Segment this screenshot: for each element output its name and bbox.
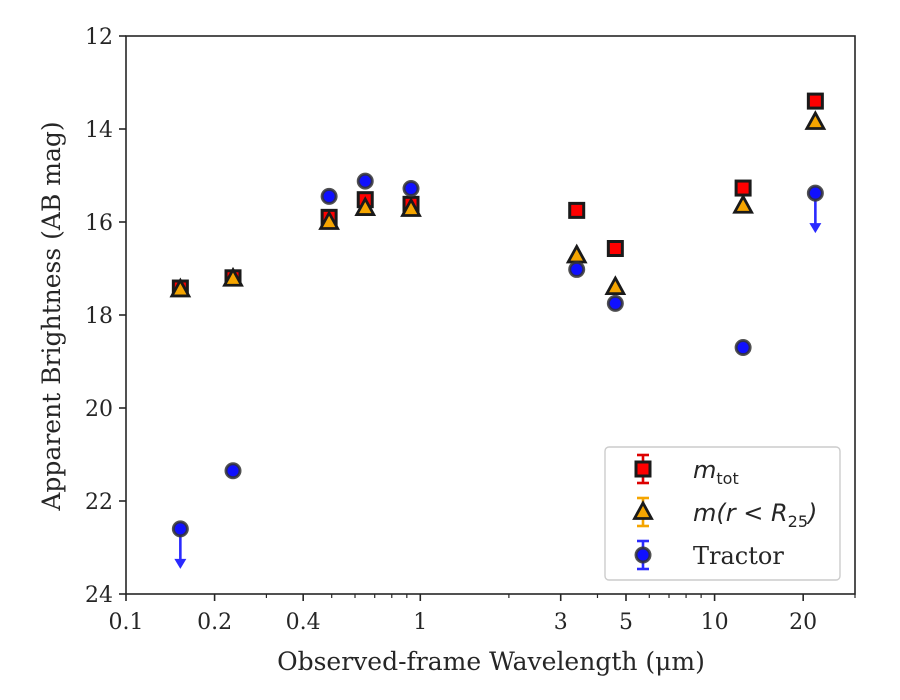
point-triangle-1 [222,266,244,287]
point-triangle-2 [318,210,340,230]
point-square-6 [606,240,624,258]
x-tick-label-10: 10 [701,610,729,635]
y-tick-label-22: 22 [85,490,113,515]
point-circle-5 [568,260,586,278]
point-triangle-6 [604,275,627,296]
legend-marker-circle [634,546,652,564]
legend: mtot m(r < R25) Tractor [604,446,841,581]
axes: 12 14 16 18 20 22 240.1 0.2 0.4 1 3 5 10 20 [85,25,856,635]
point-circle-2 [320,187,338,205]
x-tick-label-3: 3 [554,610,568,635]
point-triangle-7 [732,193,754,214]
x-tick-label-0.2: 0.2 [197,610,232,635]
point-circle-7 [734,339,752,357]
legend-label-2: Tractor [693,542,784,570]
point-circle-4 [402,180,420,198]
y-axis-label: Apparent Brightness (AB mag) [37,121,66,511]
point-triangle-8 [804,110,827,130]
x-tick-label-5: 5 [619,610,633,635]
y-tick-label-14: 14 [85,118,113,143]
point-square-7 [734,179,752,197]
point-triangle-4 [400,197,422,217]
y-tick-label-16: 16 [85,211,113,236]
x-tick-label-0.1: 0.1 [109,610,144,635]
point-circle-8 [806,184,824,202]
x-tick-label-20: 20 [789,610,817,635]
legend-label-0: mtot [693,456,739,488]
point-circle-1 [224,462,242,480]
legend-marker-square [634,460,652,478]
legend-label-1: m(r < R25) [693,499,817,531]
y-tick-label-24: 24 [85,583,113,608]
point-square-8 [806,92,824,110]
y-tick-label-18: 18 [85,304,113,329]
x-axis-label: Observed-frame Wavelength (μm) [277,647,705,676]
y-tick-label-20: 20 [85,397,113,422]
x-tick-label-0.4: 0.4 [286,610,321,635]
point-square-5 [568,201,586,219]
upper-limit-arrowhead-2-8 [809,223,822,234]
point-circle-6 [606,294,624,312]
upper-limit-arrowhead-2-0 [174,558,187,569]
point-triangle-0 [169,277,192,298]
legend-box [604,446,841,581]
point-triangle-5 [565,243,588,264]
point-circle-3 [356,172,374,190]
point-triangle-3 [354,196,377,216]
y-tick-label-12: 12 [85,25,113,50]
x-tick-label-1: 1 [413,610,427,635]
legend-marker-triangle [632,500,654,520]
plot-area [169,92,827,569]
point-circle-0 [171,520,189,538]
